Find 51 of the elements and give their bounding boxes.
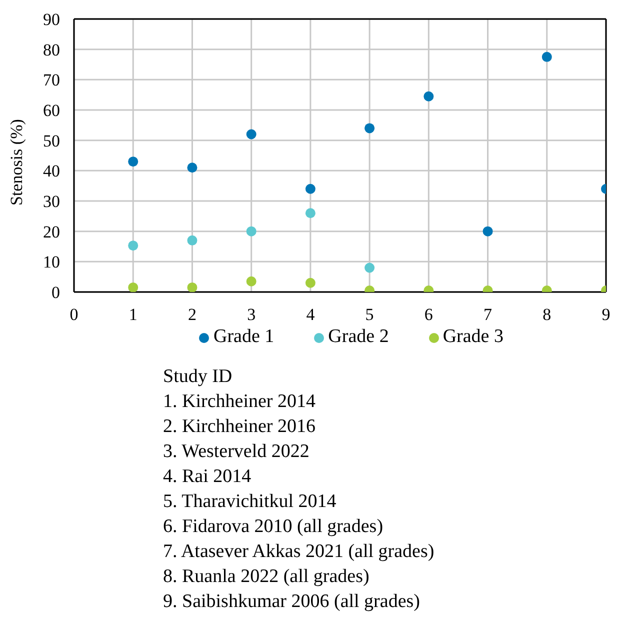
y-tick-label: 40 (43, 162, 60, 181)
point (246, 276, 256, 286)
point (364, 262, 375, 273)
text: 2. Kirchheiner 2016 (163, 415, 316, 439)
legend-label: Grade 3 (442, 326, 504, 347)
point (246, 226, 256, 236)
x-tick-label: 7 (484, 305, 493, 324)
x-tick-label: 2 (188, 305, 196, 324)
point (128, 156, 138, 167)
text: 6. Fidarova 2010 (all grades) (163, 515, 384, 539)
y-tick-label: 70 (43, 70, 60, 90)
point (482, 226, 493, 236)
point (128, 282, 138, 292)
point (542, 52, 552, 62)
y-tick-label: 20 (43, 222, 60, 242)
text: 4. Rai 2014 (163, 465, 252, 489)
x-tick-label: 3 (247, 305, 256, 324)
y-tick-label: 50 (43, 131, 60, 150)
text: 5. Tharavichitkul 2014 (163, 490, 338, 514)
x-tick-label: 6 (424, 305, 433, 324)
text: 1. Kirchheiner 2014 (163, 390, 316, 414)
x-tick-label: 1 (128, 305, 138, 324)
point (187, 235, 198, 246)
y-tick-label: 80 (43, 40, 60, 60)
point (305, 278, 316, 288)
y-axis-title: Stenosis (%) (7, 119, 26, 206)
x-tick-label: 0 (70, 305, 78, 324)
x-tick-label: 5 (365, 305, 374, 324)
point (187, 162, 198, 173)
x-tick-label: 8 (542, 305, 552, 324)
text: 3. Westerveld 2022 (163, 440, 310, 464)
y-tick-label: 30 (43, 192, 60, 212)
y-tick-label: 60 (43, 101, 60, 120)
point (187, 282, 198, 292)
legend-label: Grade 1 (213, 326, 274, 347)
x-tick-label: 9 (602, 305, 610, 324)
y-tick-label: 10 (43, 252, 60, 272)
text: 8. Ruanla 2022 (all grades) (163, 565, 370, 589)
text: Study ID (163, 365, 234, 389)
y-tick-label: 0 (52, 283, 60, 302)
text: 7. Atasever Akkas 2021 (all grades) (163, 540, 436, 564)
point (246, 129, 256, 140)
point (424, 91, 434, 102)
text: 9. Saibishkumar 2006 (all grades) (163, 590, 421, 614)
point (305, 208, 316, 218)
y-tick-label: 90 (43, 10, 60, 30)
point (364, 123, 375, 134)
point (128, 240, 138, 251)
legend-label: Grade 2 (328, 326, 389, 347)
x-tick-label: 4 (306, 305, 316, 324)
point (305, 184, 316, 194)
